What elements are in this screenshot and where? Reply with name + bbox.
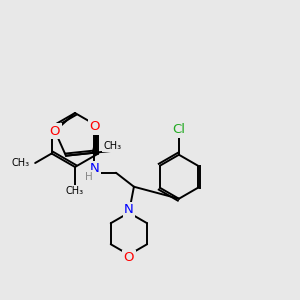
Text: O: O xyxy=(50,124,60,138)
Text: H: H xyxy=(85,172,93,182)
Text: O: O xyxy=(124,251,134,264)
Text: CH₃: CH₃ xyxy=(11,158,29,168)
Text: N: N xyxy=(90,162,100,175)
Text: O: O xyxy=(90,120,100,133)
Text: CH₃: CH₃ xyxy=(103,141,122,151)
Text: Cl: Cl xyxy=(172,123,185,136)
Text: N: N xyxy=(124,203,134,216)
Text: CH₃: CH₃ xyxy=(66,186,84,196)
